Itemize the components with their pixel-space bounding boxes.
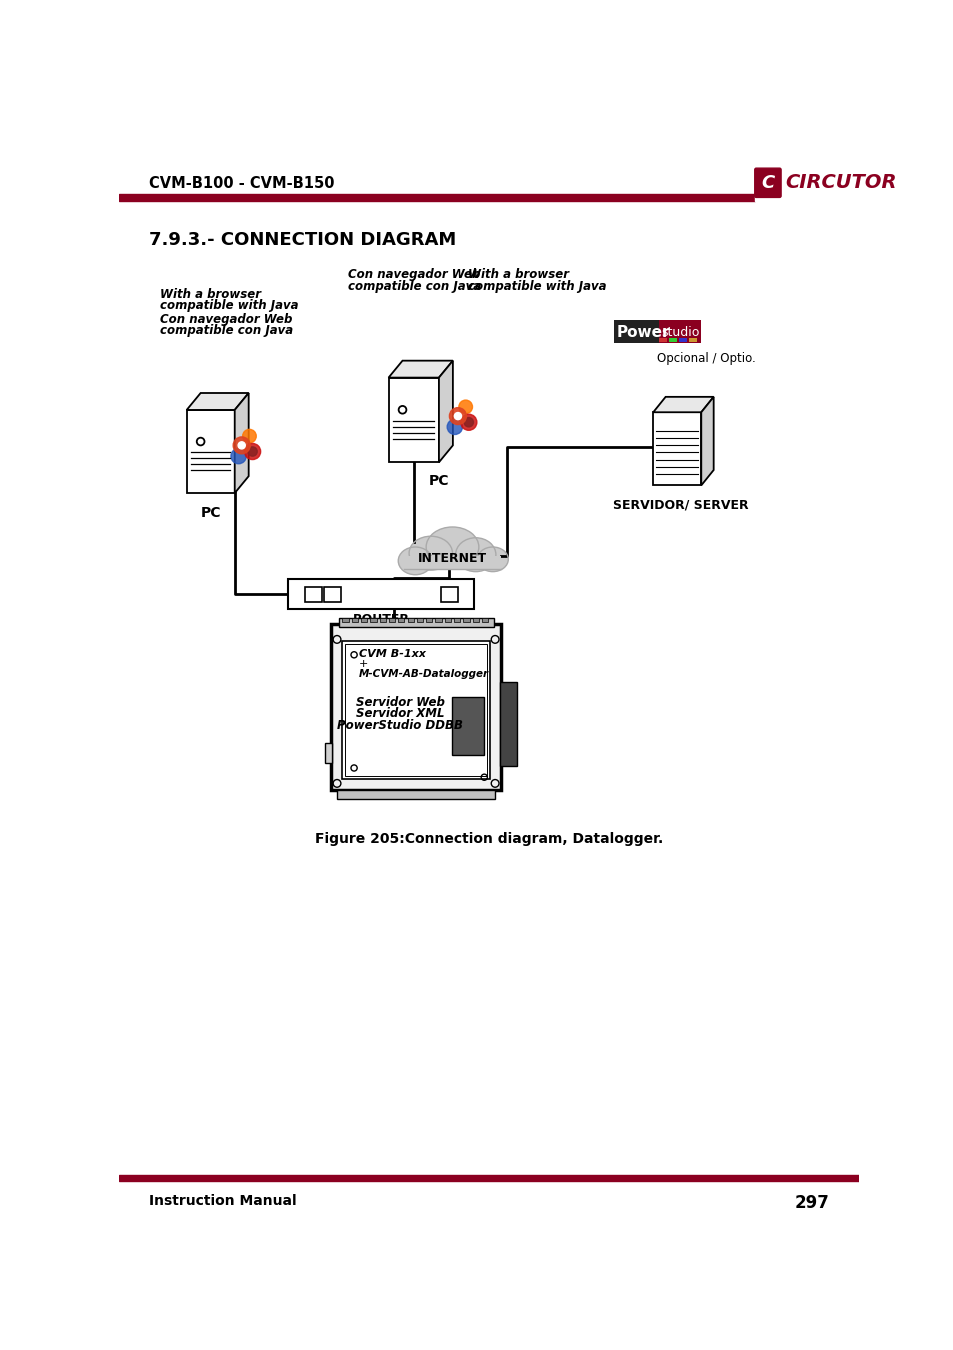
Text: SERVIDOR/ SERVER: SERVIDOR/ SERVER <box>613 498 748 512</box>
Ellipse shape <box>456 537 496 571</box>
Text: Power: Power <box>617 325 670 340</box>
Bar <box>440 587 457 602</box>
Text: With a browser: With a browser <box>468 269 568 281</box>
Ellipse shape <box>397 547 432 575</box>
Text: Servidor XML: Servidor XML <box>355 707 444 721</box>
Bar <box>463 618 469 622</box>
Bar <box>407 618 414 622</box>
Bar <box>481 618 488 622</box>
Bar <box>688 338 697 342</box>
Bar <box>668 338 677 342</box>
Polygon shape <box>187 410 234 493</box>
Text: Opcional / Optio.: Opcional / Optio. <box>657 352 755 366</box>
Bar <box>472 618 478 622</box>
Bar <box>305 587 322 602</box>
Text: CIRCUTOR: CIRCUTOR <box>785 173 897 192</box>
Bar <box>435 618 441 622</box>
Text: PC: PC <box>200 506 221 520</box>
Polygon shape <box>438 360 453 462</box>
Bar <box>288 579 474 609</box>
Bar <box>658 338 666 342</box>
Text: +: + <box>358 659 368 668</box>
Polygon shape <box>653 397 713 412</box>
Text: Figure 205:Connection diagram, Datalogger.: Figure 205:Connection diagram, Datalogge… <box>314 832 662 846</box>
Text: ROUTER: ROUTER <box>353 613 409 626</box>
Text: Ethernet: Ethernet <box>348 649 413 662</box>
Text: PowerStudio DDBB: PowerStudio DDBB <box>336 718 463 732</box>
Bar <box>370 618 376 622</box>
Bar <box>379 618 385 622</box>
Bar <box>454 618 459 622</box>
Bar <box>344 644 487 776</box>
Bar <box>444 618 451 622</box>
Text: compatible with Java: compatible with Java <box>468 279 606 293</box>
Polygon shape <box>653 412 700 486</box>
Bar <box>389 618 395 622</box>
Polygon shape <box>388 360 453 378</box>
Text: M-CVM-AB-Datalogger: M-CVM-AB-Datalogger <box>358 670 488 679</box>
Bar <box>119 194 754 201</box>
Text: studio: studio <box>661 327 700 339</box>
Circle shape <box>233 437 250 454</box>
Bar <box>397 618 404 622</box>
Text: compatible con Java: compatible con Java <box>348 279 480 293</box>
Polygon shape <box>187 393 249 410</box>
FancyBboxPatch shape <box>754 169 781 197</box>
Circle shape <box>454 413 461 420</box>
Circle shape <box>231 448 246 464</box>
Bar <box>338 618 493 628</box>
Text: Con navegador Web: Con navegador Web <box>159 313 292 325</box>
Polygon shape <box>388 378 438 462</box>
Bar <box>452 697 484 755</box>
Circle shape <box>244 443 260 459</box>
Bar <box>404 554 500 568</box>
Bar <box>404 556 500 568</box>
Ellipse shape <box>476 547 508 571</box>
Circle shape <box>248 447 257 456</box>
Bar <box>426 618 432 622</box>
Circle shape <box>463 417 473 427</box>
Text: C: C <box>760 174 774 192</box>
Ellipse shape <box>409 536 452 570</box>
Text: Instruction Manual: Instruction Manual <box>149 1193 296 1208</box>
Bar <box>119 1174 858 1181</box>
Bar <box>360 618 367 622</box>
Bar <box>336 790 495 799</box>
Bar <box>416 618 422 622</box>
Text: compatible with Java: compatible with Java <box>159 300 297 312</box>
Text: With a browser: With a browser <box>159 288 260 301</box>
Ellipse shape <box>426 526 478 567</box>
Bar <box>499 682 517 767</box>
Circle shape <box>449 408 466 424</box>
Polygon shape <box>700 397 713 486</box>
Circle shape <box>447 420 462 435</box>
Bar <box>754 162 858 201</box>
Text: Servidor Web: Servidor Web <box>355 695 444 709</box>
Circle shape <box>460 414 476 431</box>
Circle shape <box>458 400 472 413</box>
Bar <box>331 624 500 790</box>
Bar <box>658 320 700 343</box>
Bar <box>352 618 357 622</box>
Bar <box>342 618 348 622</box>
Circle shape <box>238 441 245 450</box>
Bar <box>679 338 686 342</box>
Text: 7.9.3.- CONNECTION DIAGRAM: 7.9.3.- CONNECTION DIAGRAM <box>149 231 456 250</box>
Bar <box>341 641 490 779</box>
Bar <box>323 587 340 602</box>
Text: 297: 297 <box>794 1193 828 1212</box>
Text: compatible con Java: compatible con Java <box>159 324 293 338</box>
Text: CVM B-1xx: CVM B-1xx <box>358 649 425 659</box>
Bar <box>324 744 332 763</box>
Text: INTERNET: INTERNET <box>417 552 487 566</box>
Bar <box>613 320 700 343</box>
Text: Con navegador Web: Con navegador Web <box>348 269 479 281</box>
Text: PC: PC <box>429 474 449 487</box>
Text: CVM-B100 - CVM-B150: CVM-B100 - CVM-B150 <box>149 176 334 190</box>
Bar <box>381 648 407 670</box>
Polygon shape <box>234 393 249 493</box>
Circle shape <box>242 429 256 443</box>
